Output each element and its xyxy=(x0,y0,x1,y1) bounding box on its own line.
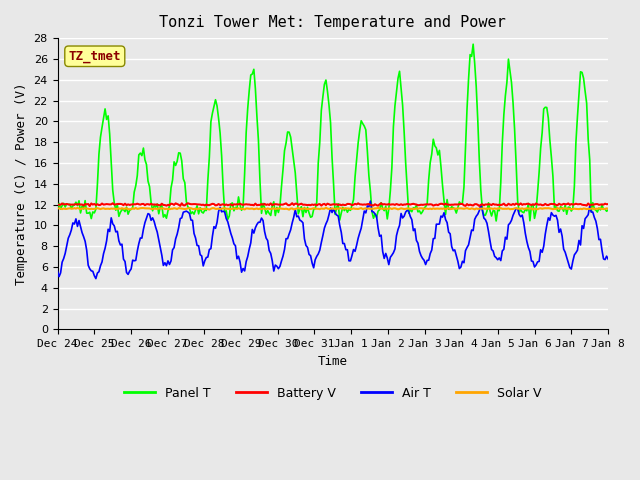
Y-axis label: Temperature (C) / Power (V): Temperature (C) / Power (V) xyxy=(15,83,28,285)
Title: Tonzi Tower Met: Temperature and Power: Tonzi Tower Met: Temperature and Power xyxy=(159,15,506,30)
Legend: Panel T, Battery V, Air T, Solar V: Panel T, Battery V, Air T, Solar V xyxy=(119,382,547,405)
Text: TZ_tmet: TZ_tmet xyxy=(68,50,121,63)
X-axis label: Time: Time xyxy=(318,355,348,368)
